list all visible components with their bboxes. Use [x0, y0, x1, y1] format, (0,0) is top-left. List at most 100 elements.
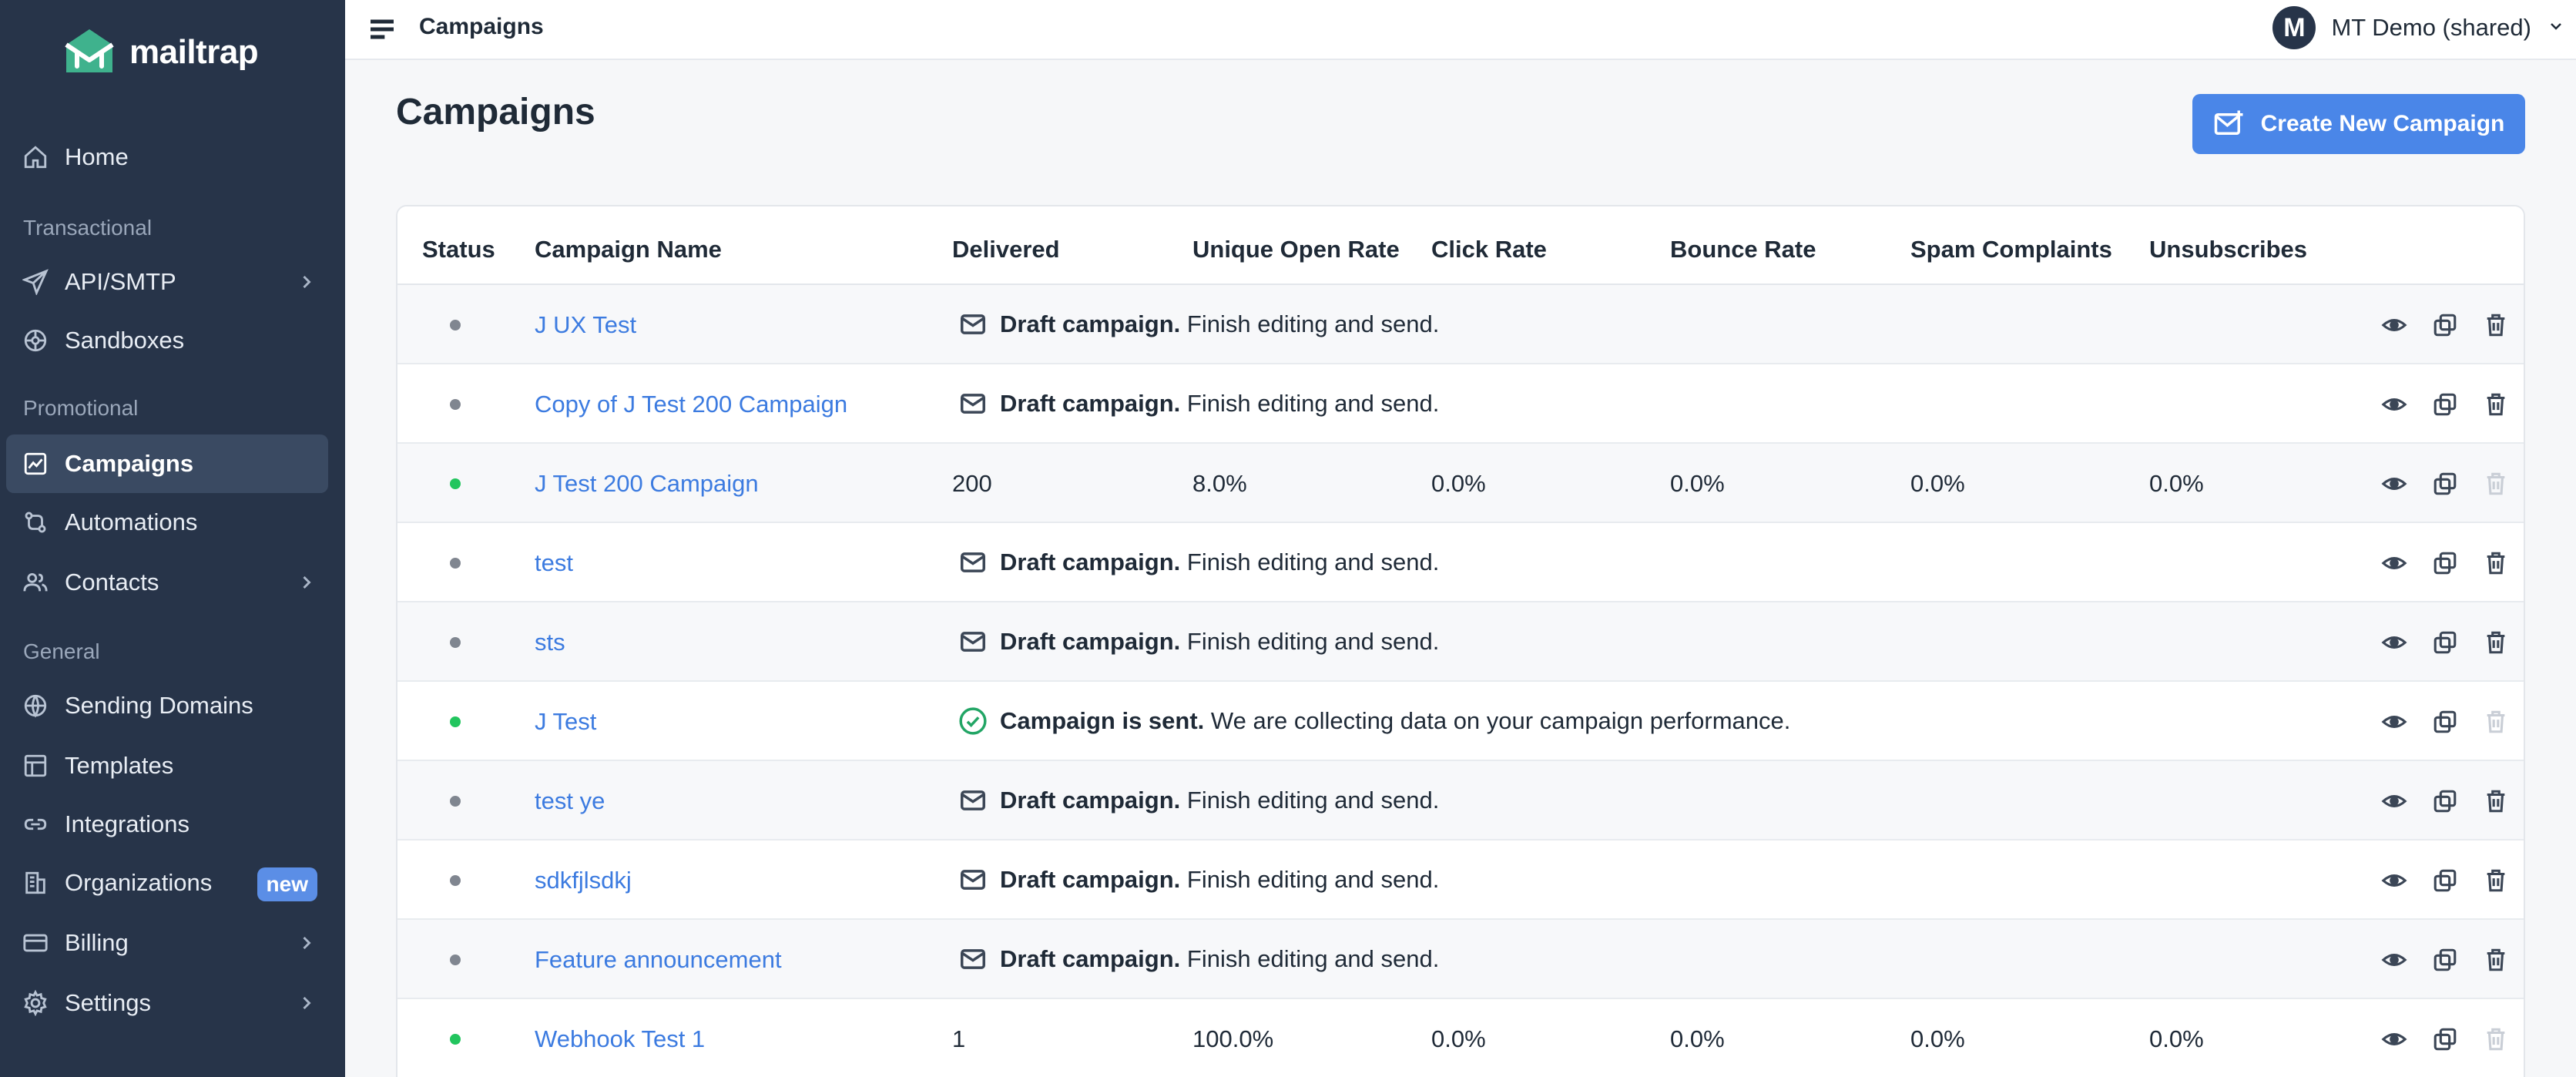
brand-logo[interactable]: mailtrap — [62, 25, 259, 80]
header-delivered[interactable]: Delivered — [952, 236, 1060, 263]
copy-icon[interactable] — [2430, 627, 2460, 658]
eye-icon[interactable] — [2379, 786, 2410, 817]
sidebar-item-automations[interactable]: Automations — [6, 493, 328, 552]
header-bounce-rate[interactable]: Bounce Rate — [1670, 236, 1816, 263]
status-text-bold: Draft campaign. — [1000, 628, 1181, 655]
header-spam-complaints[interactable]: Spam Complaints — [1910, 236, 2112, 263]
bounce-rate-cell: 0.0% — [1670, 470, 1725, 497]
campaign-name-link[interactable]: test — [535, 549, 573, 576]
status-text-rest: Finish editing and send. — [1186, 549, 1440, 575]
eye-icon[interactable] — [2379, 468, 2410, 499]
campaign-name-link[interactable]: sts — [535, 629, 565, 656]
row-actions — [2379, 944, 2511, 975]
campaign-name-link[interactable]: J UX Test — [535, 311, 637, 338]
trash-icon[interactable] — [2480, 865, 2511, 896]
sidebar-item-templates[interactable]: Templates — [6, 736, 328, 795]
table-row[interactable]: J Test 200 Campaign 200 8.0% 0.0% 0.0% 0.0% 0.… — [397, 444, 2524, 523]
header-click-rate[interactable]: Click Rate — [1431, 236, 1547, 263]
status-text-rest: Finish editing and send. — [1186, 787, 1440, 814]
sent-status-message: Campaign is sent. We are collecting data… — [958, 706, 1790, 736]
row-actions — [2379, 468, 2511, 499]
campaign-name-link[interactable]: J Test 200 Campaign — [535, 470, 759, 497]
trash-icon[interactable] — [2480, 310, 2511, 341]
status-text-rest: Finish editing and send. — [1186, 628, 1440, 655]
chevron-right-icon — [296, 992, 317, 1014]
sidebar-item-label: Home — [65, 143, 129, 170]
copy-icon[interactable] — [2430, 310, 2460, 341]
campaign-name-link[interactable]: sdkfjlsdkj — [535, 867, 632, 894]
mailtrap-logo-icon — [65, 29, 114, 72]
account-switcher[interactable]: M MT Demo (shared) — [2272, 6, 2565, 49]
sidebar-item-api-smtp[interactable]: API/SMTP — [6, 253, 328, 311]
table-row[interactable]: Feature announcement Draft campaign. Fini… — [397, 920, 2524, 999]
copy-icon[interactable] — [2430, 706, 2460, 737]
sidebar-item-sandboxes[interactable]: Sandboxes — [6, 311, 328, 370]
copy-icon[interactable] — [2430, 1024, 2460, 1055]
eye-icon[interactable] — [2379, 310, 2410, 341]
breadcrumb: Campaigns — [419, 14, 544, 39]
campaign-name-link[interactable]: J Test — [535, 708, 597, 735]
trash-icon[interactable] — [2480, 389, 2511, 420]
create-campaign-button[interactable]: Create New Campaign — [2192, 94, 2525, 154]
link-icon — [20, 809, 51, 840]
eye-icon[interactable] — [2379, 389, 2410, 420]
table-row[interactable]: J Test Campaign is sent. We are collectin… — [397, 682, 2524, 761]
table-row[interactable]: J UX Test Draft campaign. Finish editing … — [397, 285, 2524, 364]
sidebar-item-sending-domains[interactable]: Sending Domains — [6, 676, 328, 735]
new-mail-icon — [2214, 110, 2243, 135]
table-row[interactable]: Webhook Test 1 1 100.0% 0.0% 0.0% 0.0% 0.0% — [397, 999, 2524, 1077]
draft-status-message: Draft campaign. Finish editing and send. — [958, 786, 1439, 815]
copy-icon[interactable] — [2430, 548, 2460, 579]
copy-icon[interactable] — [2430, 865, 2460, 896]
campaign-name-link[interactable]: test ye — [535, 787, 605, 814]
eye-icon[interactable] — [2379, 944, 2410, 975]
eye-icon[interactable] — [2379, 627, 2410, 658]
table-row[interactable]: test ye Draft campaign. Finish editing an… — [397, 761, 2524, 840]
sidebar-item-home[interactable]: Home — [6, 128, 328, 186]
sidebar-item-settings[interactable]: Settings — [6, 974, 328, 1032]
copy-icon[interactable] — [2430, 468, 2460, 499]
header-unique-open-rate[interactable]: Unique Open Rate — [1192, 236, 1400, 263]
eye-icon[interactable] — [2379, 706, 2410, 737]
sidebar-item-label: Campaigns — [65, 450, 194, 477]
status-text-rest: Finish editing and send. — [1186, 310, 1440, 337]
trash-icon[interactable] — [2480, 548, 2511, 579]
sidebar-item-label: Organizations — [65, 869, 213, 896]
draft-status-message: Draft campaign. Finish editing and send. — [958, 865, 1439, 894]
sidebar-item-label: Settings — [65, 989, 152, 1016]
trash-icon[interactable] — [2480, 627, 2511, 658]
sidebar-item-campaigns[interactable]: Campaigns — [6, 434, 328, 493]
sidebar-item-contacts[interactable]: Contacts — [6, 553, 328, 612]
table-row[interactable]: Copy of J Test 200 Campaign Draft campaig… — [397, 364, 2524, 444]
copy-icon[interactable] — [2430, 944, 2460, 975]
campaign-name-link[interactable]: Feature announcement — [535, 946, 782, 973]
campaign-name-link[interactable]: Copy of J Test 200 Campaign — [535, 391, 848, 418]
status-dot — [450, 955, 461, 965]
sidebar-item-integrations[interactable]: Integrations — [6, 795, 328, 854]
click-rate-cell: 0.0% — [1431, 470, 1486, 497]
header-status[interactable]: Status — [422, 236, 495, 263]
eye-icon[interactable] — [2379, 1024, 2410, 1055]
sidebar-item-label: Sandboxes — [65, 327, 185, 354]
unsubscribes-cell: 0.0% — [2149, 1025, 2204, 1052]
copy-icon[interactable] — [2430, 786, 2460, 817]
trash-icon[interactable] — [2480, 944, 2511, 975]
account-name: MT Demo (shared) — [2331, 14, 2531, 41]
table-row[interactable]: sdkfjlsdkj Draft campaign. Finish editing… — [397, 840, 2524, 920]
copy-icon[interactable] — [2430, 389, 2460, 420]
table-row[interactable]: sts Draft campaign. Finish editing and se… — [397, 602, 2524, 682]
status-text-bold: Draft campaign. — [1000, 787, 1181, 814]
eye-icon[interactable] — [2379, 548, 2410, 579]
sidebar-item-billing[interactable]: Billing — [6, 914, 328, 972]
eye-icon[interactable] — [2379, 865, 2410, 896]
header-unsubscribes[interactable]: Unsubscribes — [2149, 236, 2308, 263]
campaign-name-link[interactable]: Webhook Test 1 — [535, 1025, 706, 1052]
status-text-bold: Draft campaign. — [1000, 390, 1181, 417]
header-campaign-name[interactable]: Campaign Name — [535, 236, 722, 263]
draft-status-message: Draft campaign. Finish editing and send. — [958, 389, 1439, 418]
building-icon — [20, 867, 51, 898]
table-row[interactable]: test Draft campaign. Finish editing and s… — [397, 523, 2524, 602]
menu-icon[interactable] — [367, 14, 397, 45]
trash-icon[interactable] — [2480, 786, 2511, 817]
sidebar-item-organizations[interactable]: Organizations new — [6, 854, 328, 912]
